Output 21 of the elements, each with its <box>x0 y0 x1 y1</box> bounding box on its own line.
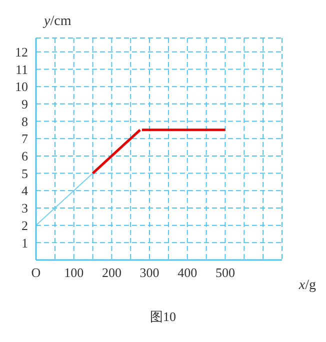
y-tick-label: 8 <box>22 114 28 129</box>
y-tick-label: 12 <box>15 44 28 60</box>
x-tick-label: 200 <box>102 265 122 280</box>
x-tick-label: 500 <box>215 265 235 280</box>
y-tick-label: 2 <box>22 218 28 233</box>
y-tick-label: 4 <box>22 183 28 198</box>
y-tick-label: 3 <box>22 200 28 216</box>
y-tick-label: 5 <box>22 166 28 181</box>
x-tick-label: 100 <box>64 265 84 280</box>
y-tick-label: 7 <box>22 131 28 146</box>
text: 图10 <box>149 308 177 326</box>
y-tick-label: 9 <box>22 96 28 112</box>
x-tick-label: O <box>31 265 41 280</box>
y-tick-label: 11 <box>15 62 28 77</box>
y-axis-title: y/cm <box>44 14 72 30</box>
x-tick-label: 300 <box>140 265 160 280</box>
y-tick-label: 10 <box>15 79 28 94</box>
x-tick-label: 400 <box>178 265 198 280</box>
y-tick-label: 1 <box>22 235 28 250</box>
x-axis-title: x/g <box>298 278 316 294</box>
y-tick-label: 6 <box>22 148 28 164</box>
